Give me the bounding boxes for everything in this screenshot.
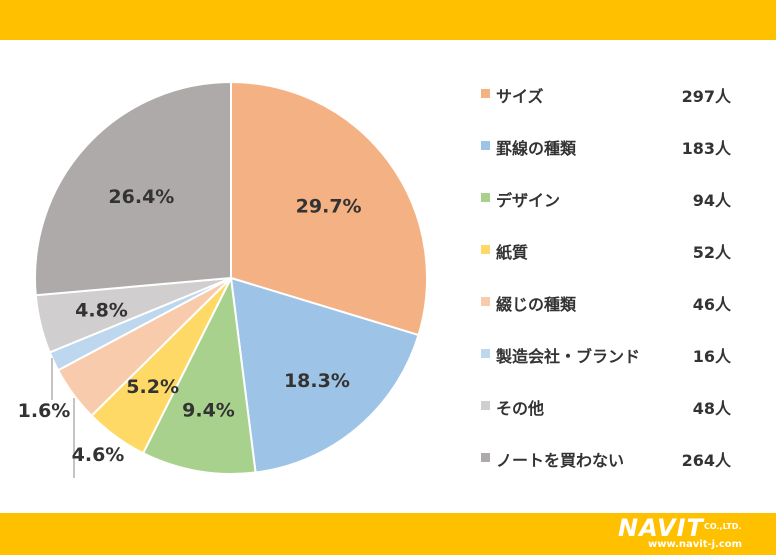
legend-count: 52人 bbox=[692, 243, 731, 262]
legend-count: 94人 bbox=[692, 191, 731, 210]
legend-label: ノートを買わない bbox=[496, 451, 625, 470]
legend-count: 297人 bbox=[681, 87, 731, 106]
legend-count: 264人 bbox=[681, 451, 731, 470]
legend-swatch bbox=[481, 297, 490, 306]
legend-label: その他 bbox=[496, 399, 545, 418]
data-label-7: 4.8% bbox=[75, 300, 128, 322]
legend-count: 16人 bbox=[692, 347, 731, 366]
legend-swatch bbox=[481, 401, 490, 410]
logo-main-text: NAVIT bbox=[618, 514, 704, 542]
legend-count: 48人 bbox=[692, 399, 731, 418]
pie-slice-2 bbox=[229, 276, 420, 474]
legend-label: 罫線の種類 bbox=[496, 139, 577, 158]
legend-swatch bbox=[481, 193, 490, 202]
legend-item: デザイン 94人 bbox=[481, 186, 731, 210]
logo-suffix: CO.,LTD. bbox=[704, 522, 742, 531]
top-banner bbox=[0, 0, 776, 40]
pie-slice-1 bbox=[230, 80, 428, 337]
legend-item: ノートを買わない 264人 bbox=[481, 446, 731, 470]
legend-item: その他 48人 bbox=[481, 394, 731, 418]
legend-label: 製造会社・ブランド bbox=[496, 347, 641, 366]
legend-label: 綴じの種類 bbox=[496, 295, 577, 314]
bottom-banner bbox=[0, 513, 776, 555]
data-label-3: 9.4% bbox=[182, 399, 235, 421]
pie-slice-8 bbox=[34, 80, 232, 297]
legend-count: 46人 bbox=[692, 295, 731, 314]
legend-swatch bbox=[481, 349, 490, 358]
legend-swatch bbox=[481, 453, 490, 462]
data-label-8: 26.4% bbox=[108, 186, 174, 208]
legend-item: 綴じの種類 46人 bbox=[481, 290, 731, 314]
pie-chart: 29.7% 18.3% 9.4%5.2% 4.6%1.6% 4.8% 26.4% bbox=[18, 80, 428, 478]
legend-item: 製造会社・ブランド 16人 bbox=[481, 342, 731, 366]
legend-swatch bbox=[481, 89, 490, 98]
legend-label: サイズ bbox=[496, 87, 544, 106]
navit-logo: NAVIT CO.,LTD. www.navit-j.com bbox=[618, 514, 768, 552]
data-label-4: 5.2% bbox=[126, 376, 179, 398]
legend-item: サイズ 297人 bbox=[481, 82, 731, 106]
data-label-2: 18.3% bbox=[284, 370, 350, 392]
legend-label: 紙質 bbox=[496, 243, 529, 262]
legend-swatch bbox=[481, 245, 490, 254]
legend-item: 紙質 52人 bbox=[481, 238, 731, 262]
data-label-1: 29.7% bbox=[296, 196, 362, 218]
legend-swatch bbox=[481, 141, 490, 150]
data-label-6: 1.6% bbox=[18, 400, 71, 422]
legend-item: 罫線の種類 183人 bbox=[481, 134, 731, 158]
logo-url: www.navit-j.com bbox=[648, 539, 743, 550]
pie-slice-3 bbox=[141, 274, 257, 475]
data-label-5: 4.6% bbox=[72, 444, 125, 466]
legend-count: 183人 bbox=[681, 139, 731, 158]
legend-label: デザイン bbox=[496, 191, 561, 210]
